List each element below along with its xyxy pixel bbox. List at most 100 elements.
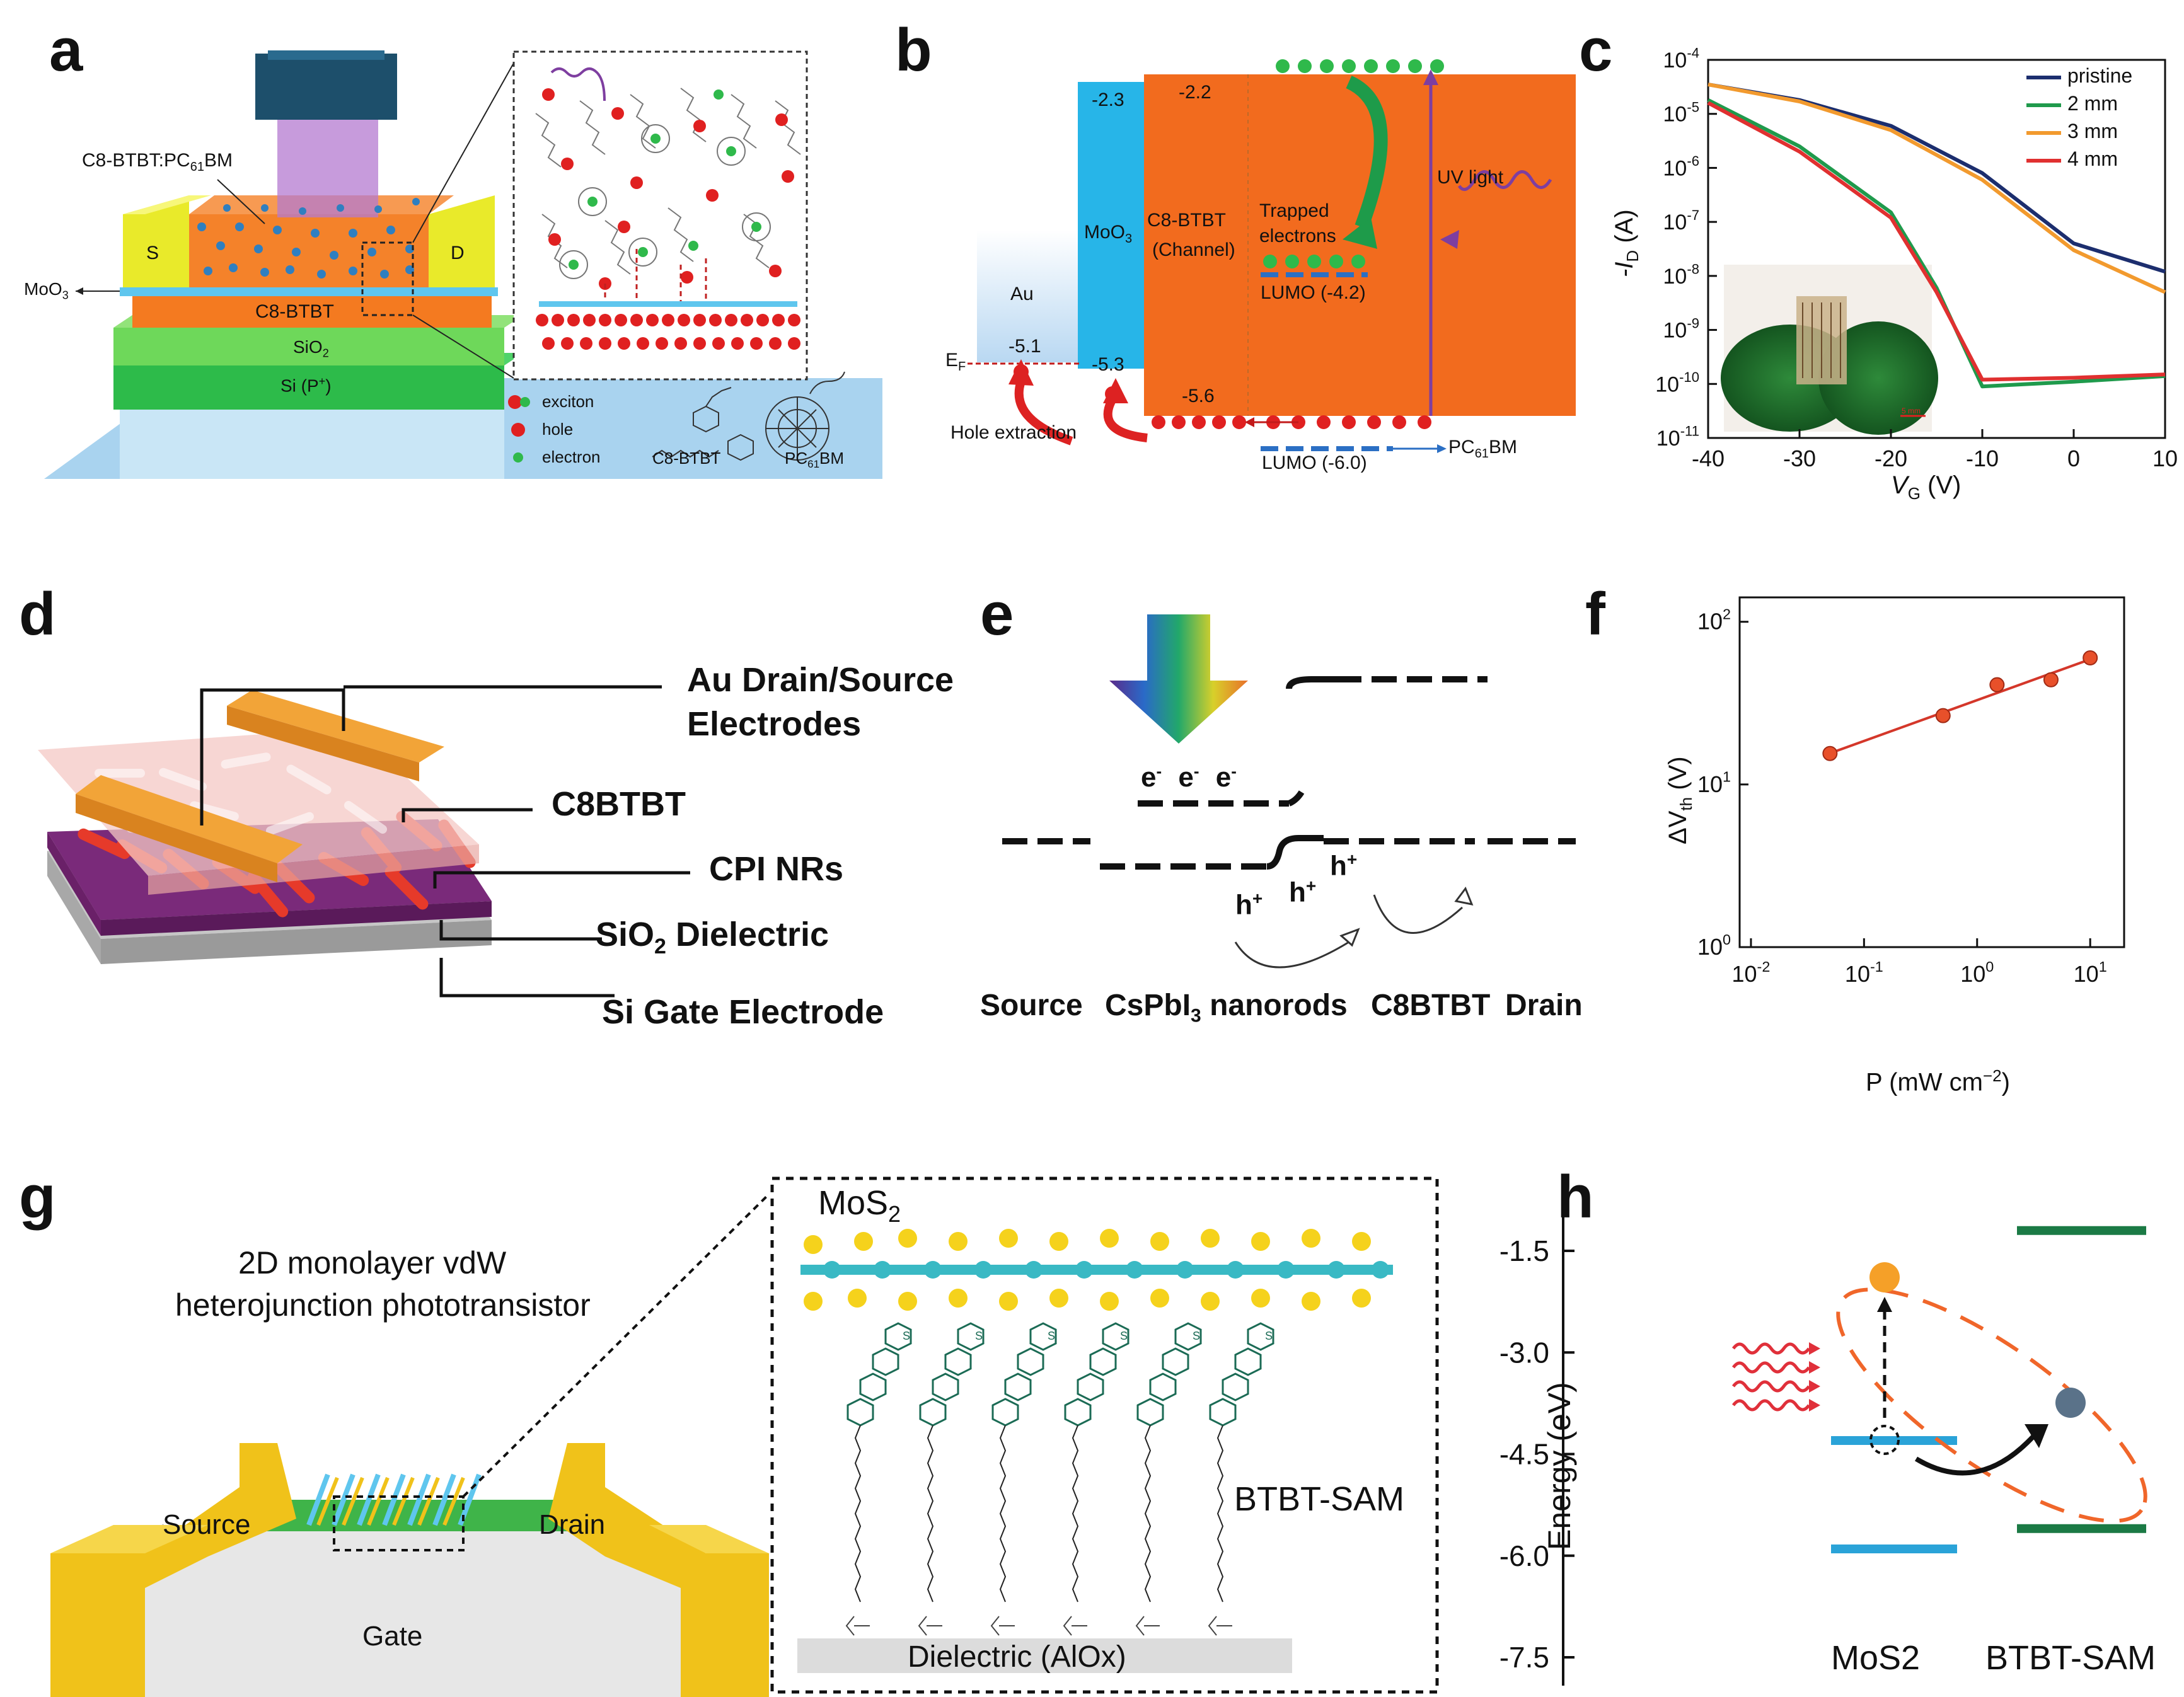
sulfur-label: S xyxy=(1048,1330,1056,1342)
legend-label-3mm: 3 mm xyxy=(2067,120,2118,142)
panel-g: 2D monolayer vdW heterojunction phototra… xyxy=(0,1147,1475,1697)
chart-h-xlabel-btbt: BTBT-SAM xyxy=(1985,1639,2156,1677)
inset-box xyxy=(512,50,808,381)
label-mol-pcbm: PC61BM xyxy=(785,449,845,471)
series-line-2-mm xyxy=(1707,98,2166,389)
chart-f-frame xyxy=(1738,596,2125,948)
label-c8btbt-b: C8-BTBT xyxy=(1147,210,1227,231)
c8btbt-block xyxy=(1144,74,1576,416)
chart-h-ylabel: Energy (eV) xyxy=(1542,1382,1577,1550)
substrate-front xyxy=(120,410,504,479)
chart-h: -1.5 -3.0 -4.5 -6.0 -7.5 xyxy=(1499,1182,2147,1686)
hole-transfer-arrow xyxy=(1914,1432,2038,1476)
chart-c-series xyxy=(1707,83,2166,389)
chart-c-frame xyxy=(1707,59,2166,439)
panel-g-illustration xyxy=(50,1176,1439,1697)
panel-a-legend-markers xyxy=(508,395,530,463)
data-point xyxy=(1822,745,1838,761)
x-tick-label: 10 xyxy=(2152,446,2178,471)
y-tick-label: 101 xyxy=(1697,769,1731,797)
y-tick-label: 10-6 xyxy=(1663,153,1699,180)
legend-swatch-pristine xyxy=(2026,76,2061,79)
label-si: Si (P+) xyxy=(280,375,332,396)
label-2d-title-line1: 2D monolayer vdW xyxy=(238,1245,507,1280)
label-source-s: S xyxy=(146,243,159,263)
light-beam xyxy=(277,117,378,217)
panel-label-g: g xyxy=(19,1163,56,1231)
source-pad xyxy=(50,1443,296,1697)
legend-exciton: exciton xyxy=(542,392,594,411)
label-sio2: SiO2 xyxy=(293,337,329,360)
panel-label-d: d xyxy=(19,580,56,648)
panel-label-c: c xyxy=(1579,16,1613,84)
channel-rods xyxy=(306,1473,482,1526)
trapped-electrons xyxy=(1263,255,1365,268)
label-dielectric-g: Dielectric (AlOx) xyxy=(908,1640,1126,1674)
y-tick-label: 10-8 xyxy=(1663,262,1699,289)
electron-label: e- xyxy=(1141,761,1162,793)
y-tick-label: -4.5 xyxy=(1499,1438,1549,1471)
label-c8btbt-e: C8BTBT xyxy=(1371,989,1491,1022)
label-moo3-b: MoO3 xyxy=(1084,222,1133,246)
y-tick-label: -1.5 xyxy=(1499,1234,1549,1267)
label-sio2-dielectric: SiO2 Dielectric xyxy=(596,916,829,958)
label-electrons: electrons xyxy=(1259,226,1336,246)
label-cpi-nrs: CPI NRs xyxy=(709,850,844,888)
panel-a-device-illustration xyxy=(44,50,882,479)
series-line-4-mm xyxy=(1707,101,2166,382)
chart-h-xlabel-mos2: MoS2 xyxy=(1831,1639,1921,1677)
label-si-gate: Si Gate Electrode xyxy=(602,993,884,1031)
inset-red-particles xyxy=(542,88,794,290)
label-c8btbt-layer: C8-BTBT xyxy=(255,301,335,322)
panel-h: -1.5 -3.0 -4.5 -6.0 -7.5 Energy (eV) MoS2 BT… xyxy=(1475,1147,2184,1697)
panel-d-leader-lines xyxy=(200,685,690,998)
panel-label-f: f xyxy=(1585,580,1605,648)
relaxation-arrow xyxy=(1346,75,1388,229)
panel-c: 10-4 10-5 10-6 10-7 10-8 10-9 10-10 10-11 -40 -30… xyxy=(1576,0,2184,517)
sulfur-label: S xyxy=(975,1330,983,1342)
data-point xyxy=(2083,650,2098,665)
gate-body xyxy=(145,1525,681,1697)
sulfur-label: S xyxy=(903,1330,911,1342)
uv-wave xyxy=(1457,170,1552,192)
label-source-g: Source xyxy=(163,1509,251,1540)
x-tick-label: 10-2 xyxy=(1732,958,1771,987)
chart-c-scale-bar-label: 5 mm xyxy=(1902,406,1921,415)
drain-electrode xyxy=(429,195,495,287)
chart-c-inset-photo xyxy=(1721,265,1938,435)
x-tick-label: 0 xyxy=(2067,446,2080,471)
label-blend: C8-BTBT:PC61BM xyxy=(82,150,233,174)
sulfur-label: S xyxy=(1120,1330,1128,1342)
chart-f-marks xyxy=(1822,650,2098,761)
chart-c-ylabel: -ID (A) xyxy=(1610,209,1642,277)
mos2-lattice xyxy=(800,1229,1393,1311)
value-au: -5.1 xyxy=(1008,336,1041,357)
label-drain-g: Drain xyxy=(539,1509,606,1540)
electrode-front xyxy=(76,775,303,863)
legend-swatch-4mm xyxy=(2026,159,2061,163)
y-tick-label: -7.5 xyxy=(1499,1641,1549,1674)
electrons-row: e- e- e- xyxy=(1141,761,1237,793)
chart-c-xlabel: VG (V) xyxy=(1891,471,1962,503)
panel-d: Au Drain/Source Electrodes C8BTBT CPI NR… xyxy=(0,567,958,1071)
sio2-layer xyxy=(113,328,504,365)
btbt-sam-molecules xyxy=(846,1322,1274,1603)
sulfur-label: S xyxy=(1193,1330,1201,1342)
chart-h-axes: -1.5 -3.0 -4.5 -6.0 -7.5 xyxy=(1499,1182,1574,1686)
value-moo3-bottom: -5.3 xyxy=(1092,354,1124,375)
blend-particles xyxy=(197,198,420,279)
inset-moo3-line xyxy=(539,301,797,307)
inset-uv-wave xyxy=(550,67,606,101)
label-cspbi3-nanorods: CsPbI3 nanorods xyxy=(1105,989,1348,1027)
lamp-head xyxy=(255,54,397,120)
label-hole-extraction: Hole extraction xyxy=(950,422,1077,443)
source-electrode xyxy=(123,195,189,287)
x-tick-label: -40 xyxy=(1692,446,1725,471)
label-c8btbt-d: C8BTBT xyxy=(552,785,686,823)
moo3-block xyxy=(1078,82,1144,369)
label-source-e: Source xyxy=(980,989,1083,1022)
